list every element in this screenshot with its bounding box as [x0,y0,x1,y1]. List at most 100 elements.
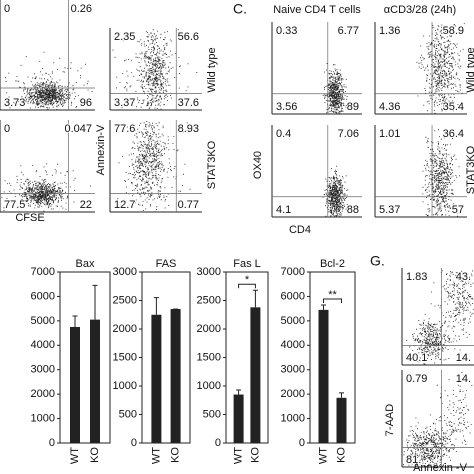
y-tick-label: 0 [131,437,137,449]
y-tick-label: 1000 [31,412,55,424]
bar [336,397,347,443]
column-title: αCD3/28 (24h) [384,4,456,16]
y-tick-label: 6000 [31,290,55,302]
dot-cloud [422,129,460,217]
quadrant-value: 3.37 [114,97,135,109]
y-tick-label: 1000 [281,412,305,424]
dot-cloud [112,29,198,109]
panel-label: G. [370,253,385,269]
quadrant-value: 3.56 [276,101,297,113]
significance-label: ** [328,289,337,301]
quadrant-value: 0 [4,3,10,15]
row-label: STAT3KO [206,140,218,189]
y-tick-label: 3000 [197,266,221,278]
error-bar [153,297,159,315]
quadrant-value: 8.93 [178,123,199,135]
quadrant-value: 14. [456,352,471,364]
error-bar [339,392,344,398]
chart-title: Fas L [233,258,261,270]
plot-frame [225,271,269,444]
row-label: Wild type [206,47,218,92]
quadrant-value: 88 [347,204,359,216]
dot-cloud [429,372,473,458]
error-bar [236,389,242,395]
y-tick-label: 2500 [197,294,221,306]
bar [70,326,80,443]
bar [90,319,100,443]
y-axis-label: Annexin-V [95,124,107,175]
quadrant-value: 12.7 [114,199,135,211]
quadrant-value: 3.73 [4,97,25,109]
row-label: Wild type [465,47,474,92]
error-bar [92,284,98,320]
quadrant-value: 5.37 [379,204,400,216]
y-tick-label: 0 [49,437,55,449]
y-tick-label: 6000 [281,290,305,302]
category-label: WT [317,447,329,464]
bar [318,309,329,443]
dot-cloud [136,29,173,110]
dot-cloud [21,78,77,110]
y-tick-label: 1000 [197,380,221,392]
dot-cloud [117,122,191,210]
plot-frame [141,271,191,444]
x-axis-label: CFSE [15,212,44,224]
dot-cloud [128,121,171,211]
quadrant-value: 57 [452,204,464,216]
dot-cloud [322,165,349,217]
quadrant-value: 35.4 [443,101,464,113]
y-axis-label: 7-AAD [384,404,396,436]
quadrant-value: 0.26 [71,3,92,15]
quadrant-value: 77.6 [114,123,135,135]
quadrant-value: 81. [406,454,421,466]
bar [233,394,244,443]
quadrant-value: 1.36 [379,25,400,37]
category-label: KO [170,447,182,463]
dot-cloud [322,63,348,114]
quadrant-value: 58.9 [443,25,464,37]
y-tick-label: 3000 [31,364,55,376]
category-label: KO [335,447,347,463]
plot-frame [59,271,111,444]
significance-bracket [238,283,256,289]
chart-title: Bcl-2 [320,258,345,270]
chart-title: FAS [156,258,177,270]
category-label: KO [249,447,261,463]
error-bar [252,289,258,308]
quadrant-value: 37.6 [178,97,199,109]
y-tick-label: 500 [203,408,221,420]
error-bar [321,304,326,310]
y-tick-label: 2000 [281,388,305,400]
y-tick-label: 2000 [113,323,137,335]
bar [250,307,261,443]
quadrant-value: 4.1 [276,204,291,216]
quadrant-value: 96 [80,97,92,109]
significance-label: * [245,274,250,286]
quadrant-value: 7.06 [338,128,359,140]
y-tick-label: 1500 [197,351,221,363]
quadrant-value: 36.4 [443,128,464,140]
y-tick-label: 4000 [281,339,305,351]
y-tick-label: 3000 [113,266,137,278]
y-tick-label: 7000 [31,266,55,278]
quadrant-value: 0.047 [64,123,92,135]
y-tick-label: 4000 [31,339,55,351]
quadrant-value: 77.5 [4,199,25,211]
y-tick-label: 0 [299,437,305,449]
y-tick-label: 3000 [281,364,305,376]
y-tick-label: 500 [119,408,137,420]
quadrant-value: 0.33 [276,25,297,37]
dot-cloud [416,23,465,114]
y-tick-label: 1000 [113,380,137,392]
y-tick-label: 2000 [197,323,221,335]
y-tick-label: 5000 [281,315,305,327]
quadrant-value: 89 [347,101,359,113]
dot-cloud [430,270,474,351]
quadrant-value: 43. [456,271,471,283]
y-tick-label: 7000 [281,266,305,278]
bar [170,309,181,443]
category-label: WT [150,447,162,464]
quadrant-value: 0 [4,123,10,135]
quadrant-value: 4.36 [379,101,400,113]
